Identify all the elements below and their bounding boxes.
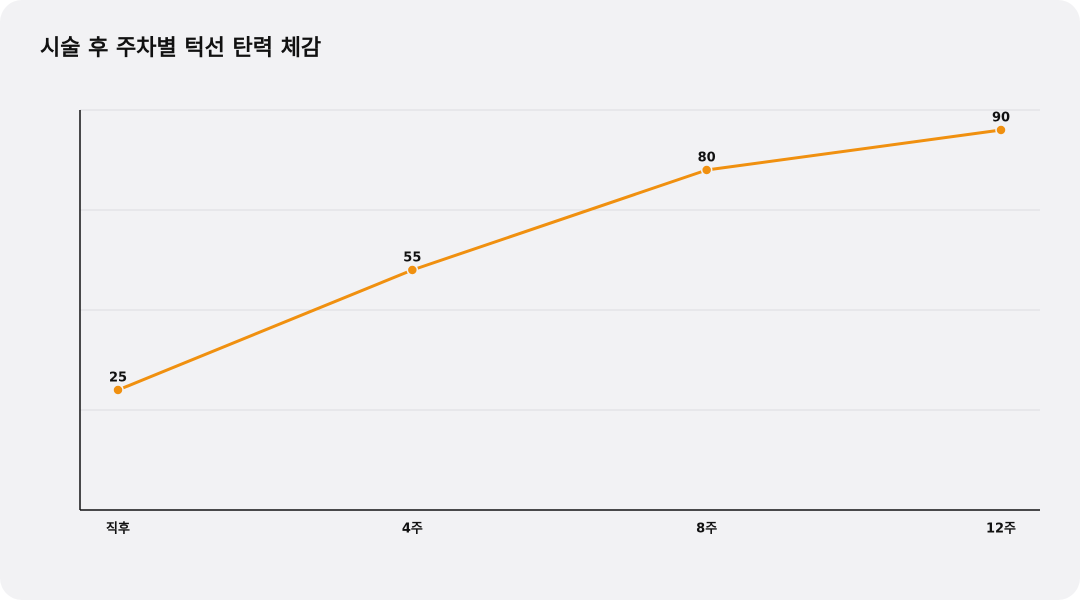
- x-tick-label: 8주: [696, 522, 717, 537]
- point: [112, 384, 124, 396]
- data-label: 80: [698, 151, 716, 166]
- data-label: 90: [992, 111, 1010, 126]
- x-tick-label: 직후: [106, 521, 130, 537]
- data-label: 25: [109, 371, 127, 386]
- x-tick-label: 12주: [986, 522, 1016, 537]
- x-tick-label: 4주: [402, 522, 423, 537]
- data-label: 55: [403, 251, 421, 266]
- point: [406, 264, 419, 276]
- chart-title: 시술 후 주차별 턱선 탄력 체감: [40, 36, 321, 61]
- point: [700, 164, 713, 176]
- point: [995, 124, 1007, 136]
- line: [117, 128, 1002, 392]
